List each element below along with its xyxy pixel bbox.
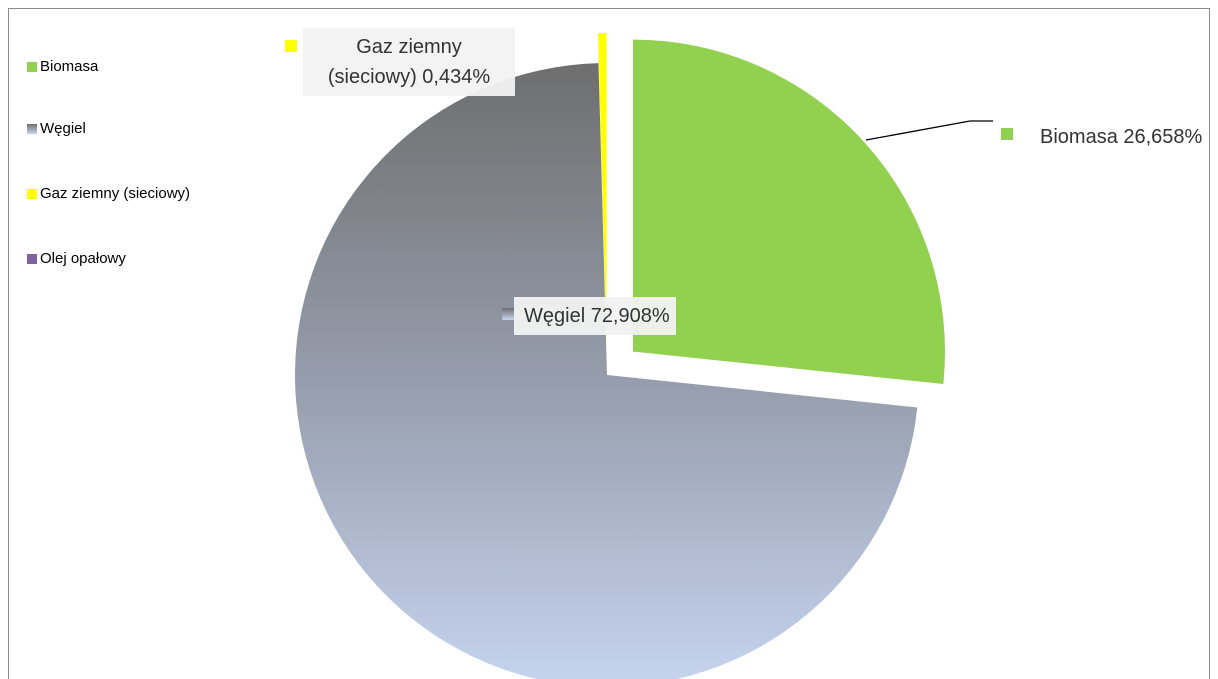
leader-line [865, 120, 993, 141]
legend-label: Biomasa [40, 58, 99, 75]
data-label: Biomasa 26,658% [1040, 126, 1203, 148]
legend-swatch [27, 188, 37, 199]
data-label: Gaz ziemny (sieciowy) 0,434% [303, 28, 515, 96]
legend-item: Olej opałowy [27, 250, 126, 267]
legend-label: Olej opałowy [40, 250, 126, 267]
data-label: Węgiel 72,908% [514, 297, 676, 335]
data-label-marker [1001, 128, 1013, 140]
legend-label: Gaz ziemny (sieciowy) [40, 185, 191, 202]
data-label-marker [502, 308, 514, 320]
pie-slice [598, 33, 607, 346]
pie-slice [633, 39, 946, 385]
legend-item: Gaz ziemny (sieciowy) [27, 185, 190, 202]
data-label-marker [285, 40, 297, 52]
legend-swatch [27, 61, 37, 72]
legend-swatch [27, 253, 37, 264]
legend-swatch [27, 123, 37, 134]
legend-item: Biomasa [27, 58, 98, 75]
legend-label: Węgiel [40, 120, 86, 137]
pie-slice [295, 63, 918, 679]
legend-item: Węgiel [27, 120, 86, 137]
